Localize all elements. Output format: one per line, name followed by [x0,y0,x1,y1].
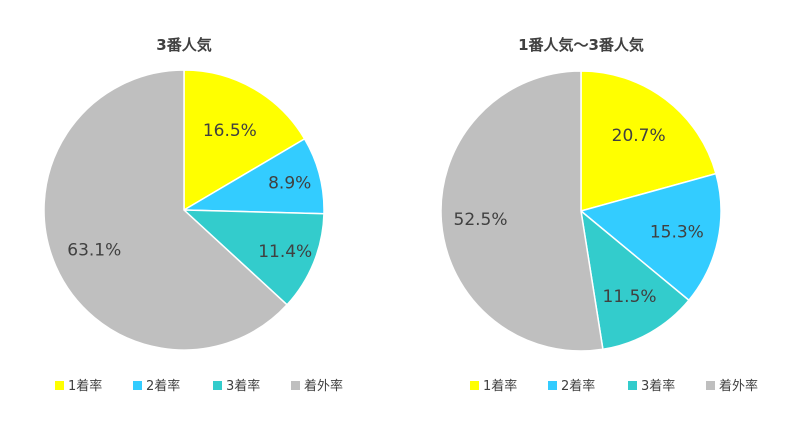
chart-2-pie: 20.7% 15.3% 11.5% 52.5% [440,70,722,352]
slice-label-1-1: 16.5% [203,121,257,141]
chart-1-legend: 1着率 2着率 3着率 着外率 [55,378,343,394]
legend-label-1-4: 着外率 [304,378,343,394]
slice-label-2-4: 52.5% [454,210,508,230]
pie-slice-1-1 [183,69,306,212]
legend-label-1-1: 1着率 [68,378,102,394]
legend-swatch-2-3 [628,381,637,390]
chart-2: 1番人気～3番人気 20.7% 15.3% 11.5% 52.5% 1着率 2着率 3着率… [440,36,758,394]
legend-swatch-2-2 [548,381,557,390]
legend-swatch-1-4 [291,381,300,390]
slice-label-2-2: 15.3% [650,222,704,242]
legend-label-2-1: 1着率 [483,378,517,394]
legend-swatch-1-3 [213,381,222,390]
legend-swatch-1-1 [55,381,64,390]
pie-slice-1-4 [43,69,289,351]
chart-2-legend: 1着率 2着率 3着率 着外率 [470,378,758,394]
legend-label-1-3: 3着率 [226,378,260,394]
pie-slice-2-2 [579,172,722,302]
chart-1: 3番人気 16.5% 8.9% 11.4% 63.1% 1着率 2着率 3着率 着外率 [43,36,343,394]
chart-2-title: 1番人気～3番人気 [518,36,644,54]
slice-label-2-3: 11.5% [603,287,657,307]
legend-label-2-4: 着外率 [719,378,758,394]
pie-slice-2-1 [580,70,717,212]
pie-slice-2-4 [440,70,604,352]
legend-label-1-2: 2着率 [146,378,180,394]
pie-slice-1-3 [182,209,325,306]
legend-swatch-2-1 [470,381,479,390]
slice-label-2-1: 20.7% [612,126,666,146]
legend-swatch-2-4 [706,381,715,390]
legend-label-2-3: 3着率 [641,378,675,394]
chart-1-title: 3番人気 [156,36,211,54]
chart-1-pie: 16.5% 8.9% 11.4% 63.1% [43,69,325,351]
legend-swatch-1-2 [133,381,142,390]
slice-label-1-2: 8.9% [268,174,311,194]
pie-slice-2-3 [579,209,690,351]
legend-label-2-2: 2着率 [561,378,595,394]
slice-label-1-3: 11.4% [258,242,312,262]
slice-label-1-4: 63.1% [67,240,121,260]
